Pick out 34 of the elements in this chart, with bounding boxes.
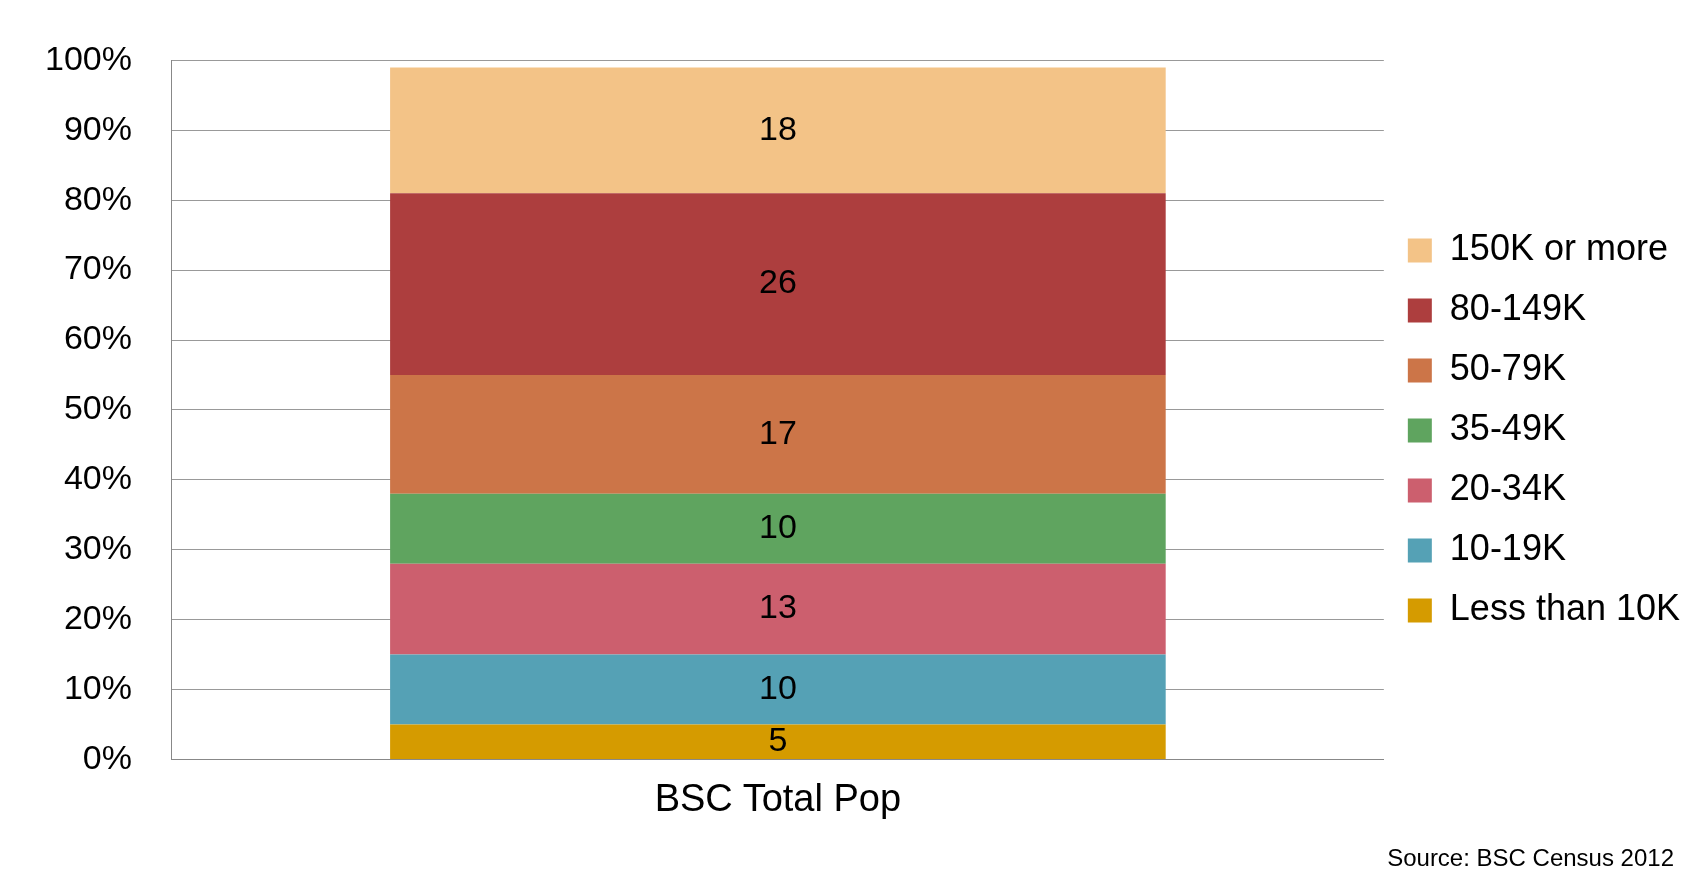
data-label: 17 [758,412,797,451]
data-label: 5 [768,720,788,759]
y-tick-label: 40% [63,458,132,497]
data-label: 10 [758,507,797,546]
bar [390,654,1166,725]
y-tick-label: 50% [63,388,132,427]
bar [390,493,1166,564]
y-tick-label: 0% [82,737,132,776]
y-tick-label: 100% [44,38,132,77]
y-tick-label: 80% [63,178,132,217]
x-tick-label: BSC Total Pop [654,776,902,819]
y-tick-label: 90% [63,108,132,147]
data-label: 18 [758,108,797,147]
y-tick-label: 30% [63,528,132,567]
legend-label: 150K or more [1449,227,1668,269]
legend-label: 35-49K [1449,407,1566,449]
bar [390,563,1166,655]
bar [390,67,1166,194]
legend-label: 50-79K [1449,347,1566,389]
data-label: 10 [758,667,797,706]
legend-label: 20-34K [1449,467,1566,509]
bar [390,193,1166,375]
y-tick-label: 60% [63,318,132,357]
legend-label: Less than 10K [1449,587,1680,629]
legend-label: 10-19K [1449,527,1566,569]
bar [390,374,1166,494]
data-label: 26 [758,262,797,301]
legend-label: 80-149K [1449,287,1586,329]
source-note: Source: BSC Census 2012 [1387,843,1674,871]
y-tick-label: 70% [63,248,132,287]
y-tick-label: 20% [63,597,132,636]
data-label: 13 [758,587,797,626]
bar [390,724,1166,759]
y-tick-label: 10% [63,667,132,706]
